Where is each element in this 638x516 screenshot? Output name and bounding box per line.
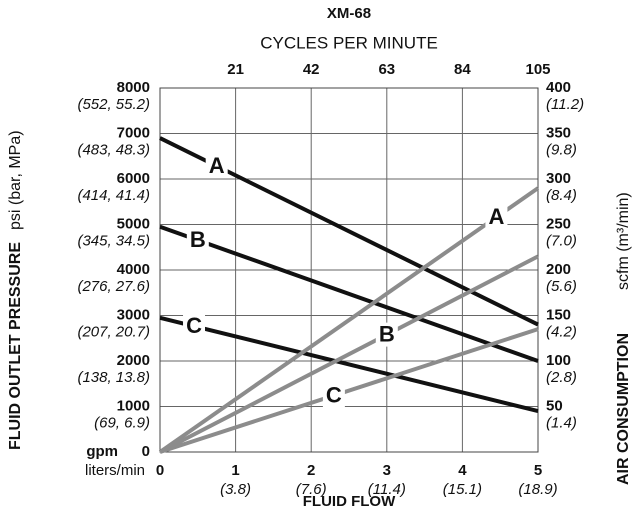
x-axis-label: FLUID FLOW — [303, 493, 396, 510]
x-unit-sub: liters/min — [85, 462, 145, 479]
y2-tick-label: 300 — [546, 170, 571, 187]
x-tick-label: 3 — [383, 462, 391, 479]
series-label: A — [488, 204, 504, 229]
series-label: B — [190, 227, 206, 252]
y-tick-sublabel: (276, 27.6) — [77, 278, 150, 295]
y2-tick-sublabel: (7.0) — [546, 232, 577, 249]
series-label: B — [379, 321, 395, 346]
y2-label-bold: AIR CONSUMPTION — [615, 333, 632, 485]
y-tick-label: 8000 — [117, 79, 150, 96]
series-label: C — [186, 313, 202, 338]
y2-tick-label: 400 — [546, 79, 571, 96]
series-line — [159, 254, 539, 454]
series-line — [159, 327, 539, 454]
x-tick-label: 1 — [231, 462, 239, 479]
series-label-bg — [183, 314, 206, 339]
series-label-bg — [205, 154, 228, 179]
top-tick-label: 63 — [378, 61, 395, 78]
series-label: C — [326, 382, 342, 407]
y2-tick-label: 150 — [546, 306, 571, 323]
y2-tick-sublabel: (8.4) — [546, 187, 577, 204]
y2-tick-sublabel: (4.2) — [546, 323, 577, 340]
x-tick-sublabel: (7.6) — [296, 481, 327, 498]
top-tick-label: 42 — [303, 61, 320, 78]
y-tick-label: 2000 — [117, 352, 150, 369]
x-tick-sublabel: (3.8) — [220, 481, 251, 498]
y-tick-label: 0 — [142, 443, 150, 460]
x-tick-sublabel: (11.4) — [368, 481, 406, 498]
y-tick-sublabel: (552, 55.2) — [77, 96, 150, 113]
y-tick-label: 7000 — [117, 124, 150, 141]
y-tick-label: 4000 — [117, 261, 150, 278]
top-tick-label: 105 — [525, 61, 550, 78]
y-tick-sublabel: (138, 13.8) — [77, 369, 150, 386]
x-tick-label: 0 — [156, 462, 164, 479]
series-label-bg — [485, 205, 508, 230]
plot-frame — [159, 87, 539, 453]
y2-tick-label: 250 — [546, 215, 571, 232]
y-tick-label: 6000 — [117, 170, 150, 187]
series-label-bg — [322, 383, 345, 408]
series-label-bg — [186, 228, 209, 253]
y-tick-sublabel: (483, 48.3) — [77, 141, 150, 158]
y-label-unit: psi (bar, MPa) — [7, 130, 24, 230]
x-tick-label: 5 — [534, 462, 542, 479]
x-tick-label: 2 — [307, 462, 315, 479]
chart-title: XM-68 — [327, 5, 371, 22]
y2-tick-sublabel: (11.2) — [546, 96, 584, 113]
y2-tick-label: 200 — [546, 261, 571, 278]
y2-tick-sublabel: (2.8) — [546, 369, 577, 386]
x-tick-label: 4 — [458, 462, 467, 479]
top-axis-label: CYCLES PER MINUTE — [260, 33, 438, 52]
y-tick-label: 3000 — [117, 306, 150, 323]
series-line — [159, 224, 539, 363]
y-tick-sublabel: (207, 20.7) — [77, 323, 150, 340]
top-tick-label: 21 — [227, 61, 244, 78]
y2-tick-label: 100 — [546, 352, 571, 369]
y2-tick-label: 50 — [546, 397, 563, 414]
y-tick-sublabel: (414, 41.4) — [77, 187, 150, 204]
y-tick-sublabel: (69, 6.9) — [94, 414, 150, 431]
y2-axis-label: AIR CONSUMPTION scfm (m³/min) — [615, 192, 632, 485]
y2-tick-sublabel: (9.8) — [546, 141, 577, 158]
y2-tick-sublabel: (5.6) — [546, 278, 577, 295]
x-tick-sublabel: (18.9) — [518, 481, 557, 498]
y2-tick-label: 350 — [546, 124, 571, 141]
series-line — [159, 315, 539, 413]
y-axis-label: FLUID OUTLET PRESSURE psi (bar, MPa) — [7, 130, 24, 450]
y-tick-sublabel: (345, 34.5) — [77, 232, 150, 249]
y-tick-label: 5000 — [117, 215, 150, 232]
y2-label-unit: scfm (m³/min) — [615, 192, 632, 290]
series-label-bg — [375, 322, 398, 347]
y-label-bold: FLUID OUTLET PRESSURE — [7, 242, 24, 450]
y2-tick-sublabel: (1.4) — [546, 414, 577, 431]
series-label: A — [209, 153, 225, 178]
y-tick-label: 1000 — [117, 397, 150, 414]
series-line — [158, 186, 540, 454]
top-tick-label: 84 — [454, 61, 471, 78]
x-tick-sublabel: (15.1) — [443, 481, 482, 498]
x-unit-main: gpm — [86, 443, 118, 460]
